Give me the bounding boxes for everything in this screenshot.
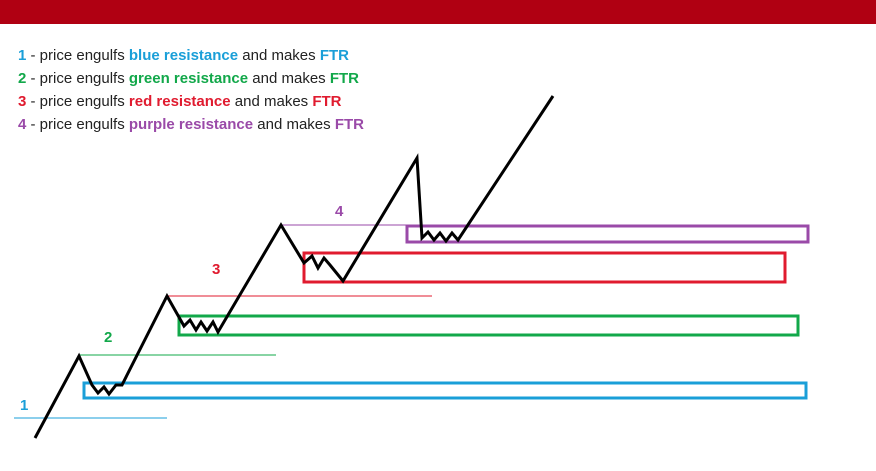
legend-text: - price engulfs bbox=[26, 47, 129, 64]
legend-ftr: FTR bbox=[312, 93, 342, 110]
header-bar bbox=[0, 0, 876, 24]
zone-label-2: 2 bbox=[104, 329, 112, 346]
legend-ftr: FTR bbox=[329, 70, 360, 87]
legend-text: and makes bbox=[253, 116, 335, 133]
red-resistance-zone bbox=[302, 251, 787, 284]
purple-resistance-zone bbox=[405, 224, 810, 244]
legend-item-2: 2 - price engulfs green resistance and m… bbox=[18, 67, 364, 90]
legend-number: 2 bbox=[18, 70, 27, 87]
legend-number: 3 bbox=[18, 93, 27, 110]
blue-resistance-zone bbox=[82, 381, 808, 400]
legend-ftr: FTR bbox=[319, 47, 349, 64]
zone-label-1: 1 bbox=[20, 397, 28, 414]
legend-highlight: blue resistance bbox=[128, 47, 239, 64]
legend-item-3: 3 - price engulfs red resistance and mak… bbox=[18, 90, 364, 113]
zone-label-3: 3 bbox=[212, 261, 220, 278]
green-resistance-zone bbox=[177, 314, 800, 337]
legend-number: 1 bbox=[18, 47, 27, 64]
legend-text: - price engulfs bbox=[26, 70, 129, 87]
legend-text: and makes bbox=[238, 47, 320, 64]
legend-highlight: purple resistance bbox=[128, 116, 254, 133]
legend-item-1: 1 - price engulfs blue resistance and ma… bbox=[18, 44, 364, 67]
legend-text: and makes bbox=[248, 70, 330, 87]
legend-text: - price engulfs bbox=[26, 93, 129, 110]
legend-item-4: 4 - price engulfs purple resistance and … bbox=[18, 113, 364, 136]
legend-highlight: red resistance bbox=[128, 93, 231, 110]
legend: 1 - price engulfs blue resistance and ma… bbox=[18, 44, 364, 136]
legend-ftr: FTR bbox=[334, 116, 364, 133]
zone-label-4: 4 bbox=[335, 203, 344, 220]
legend-number: 4 bbox=[18, 116, 27, 133]
legend-text: - price engulfs bbox=[26, 116, 129, 133]
price-path bbox=[33, 95, 555, 439]
legend-text: and makes bbox=[230, 93, 313, 110]
legend-highlight: green resistance bbox=[128, 70, 249, 87]
